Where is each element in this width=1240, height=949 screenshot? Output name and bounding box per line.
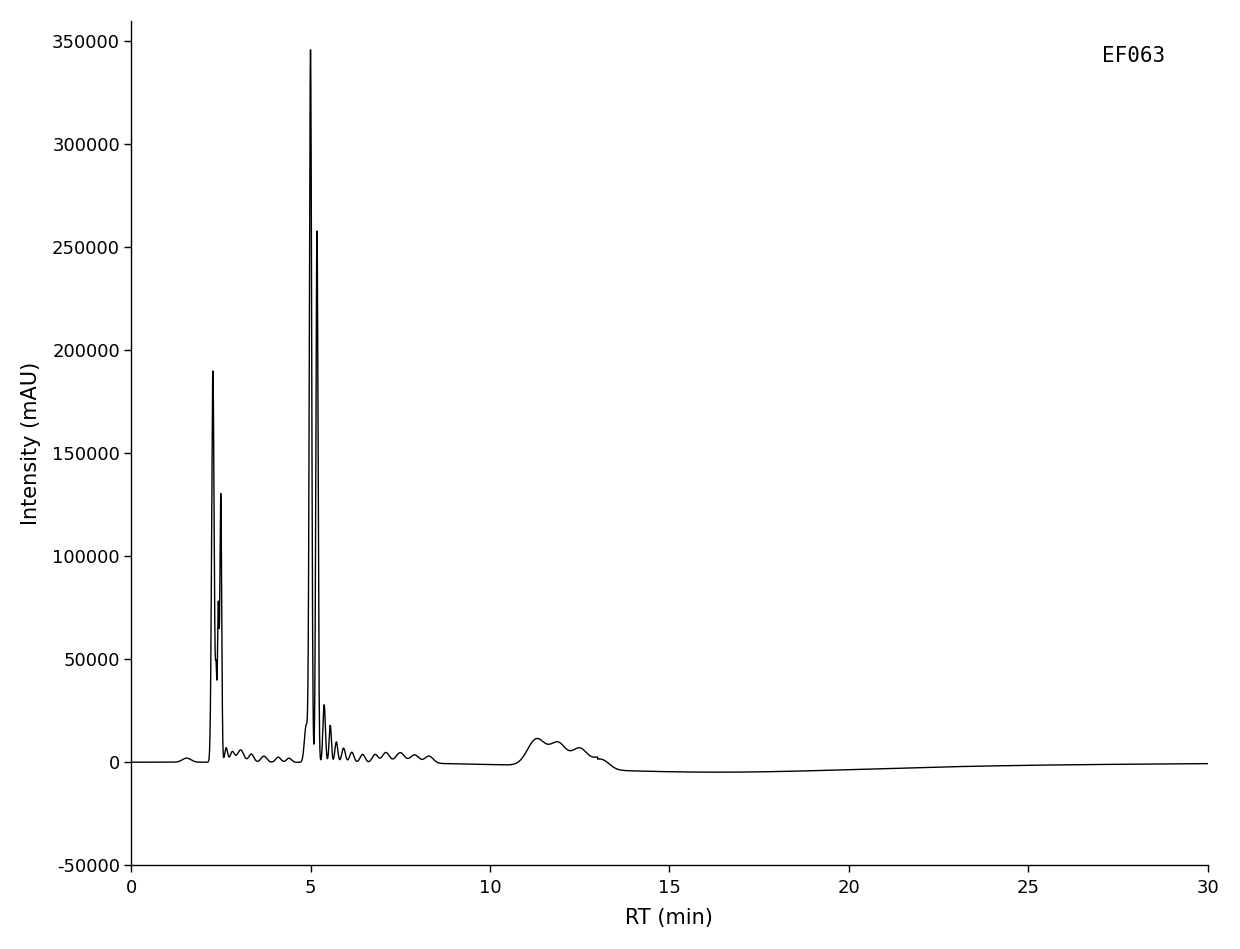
Text: EF063: EF063	[1101, 47, 1164, 66]
X-axis label: RT (min): RT (min)	[625, 908, 713, 928]
Y-axis label: Intensity (mAU): Intensity (mAU)	[21, 362, 41, 525]
